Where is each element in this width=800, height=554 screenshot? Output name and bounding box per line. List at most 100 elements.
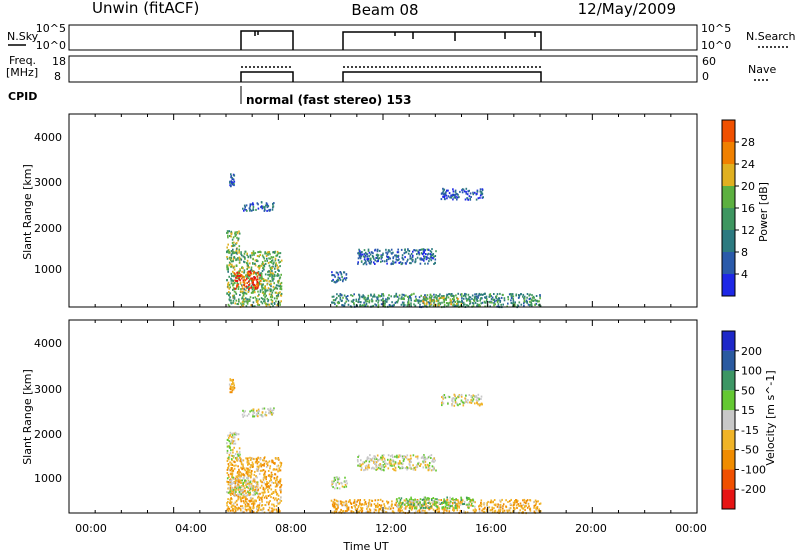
data-cell — [266, 464, 269, 467]
data-cell — [490, 298, 493, 301]
data-cell — [478, 403, 481, 406]
data-cell — [243, 209, 245, 212]
data-cell — [249, 208, 251, 211]
data-cell — [244, 498, 247, 501]
data-cell — [368, 466, 370, 469]
data-cell — [233, 446, 235, 449]
data-cell — [372, 256, 374, 259]
data-cell — [238, 468, 240, 471]
data-cell — [482, 510, 485, 513]
data-cell — [255, 283, 258, 286]
data-cell — [443, 498, 445, 501]
data-cell — [232, 488, 235, 491]
data-cell — [380, 469, 383, 472]
data-cell — [375, 468, 377, 471]
nave-label: Nave — [748, 63, 776, 76]
data-cell — [376, 502, 379, 505]
data-cell — [401, 509, 403, 512]
data-cell — [339, 296, 342, 299]
data-cell — [487, 500, 489, 503]
data-cell — [251, 277, 253, 280]
data-cell — [261, 283, 264, 286]
data-cell — [242, 482, 244, 485]
data-cell — [249, 296, 252, 299]
data-cell — [271, 278, 274, 281]
data-cell — [226, 257, 229, 260]
data-cell — [252, 505, 255, 508]
data-cell — [432, 257, 434, 260]
data-cell — [403, 455, 405, 458]
data-cell — [227, 268, 229, 271]
data-cell — [369, 454, 371, 457]
data-cell — [227, 483, 230, 486]
data-cell — [464, 292, 466, 295]
data-cell — [247, 491, 249, 494]
data-cell — [233, 455, 235, 457]
data-cell — [428, 500, 431, 503]
data-cell — [418, 509, 421, 512]
data-cell — [333, 478, 336, 481]
data-cell — [229, 488, 231, 490]
data-cell — [338, 277, 341, 280]
data-cell — [227, 284, 229, 287]
data-cell — [234, 235, 237, 238]
data-cell — [417, 462, 419, 465]
data-cell — [251, 466, 254, 468]
data-cell — [399, 460, 401, 463]
data-cell — [247, 477, 249, 480]
data-cell — [413, 467, 416, 469]
data-cell — [275, 286, 277, 289]
data-cell — [423, 496, 426, 499]
data-cell — [229, 498, 231, 501]
data-cell — [366, 458, 368, 461]
data-cell — [376, 504, 378, 507]
data-cell — [427, 502, 429, 504]
data-cell — [493, 301, 495, 304]
data-cell — [231, 379, 233, 382]
data-cell — [249, 466, 252, 469]
data-cell — [250, 502, 253, 505]
data-cell — [497, 298, 499, 301]
data-cell — [229, 235, 231, 237]
data-cell — [243, 278, 246, 281]
data-cell — [253, 252, 255, 255]
data-cell — [352, 301, 354, 303]
data-cell — [349, 501, 352, 504]
data-cell — [398, 502, 400, 505]
data-cell — [419, 248, 422, 251]
data-cell — [239, 258, 241, 261]
data-cell — [512, 510, 514, 513]
data-cell — [229, 492, 231, 495]
data-cell — [260, 508, 262, 511]
data-cell — [259, 276, 261, 279]
data-cell — [375, 464, 377, 467]
data-cell — [242, 491, 244, 494]
data-cell — [414, 468, 417, 471]
data-cell — [539, 294, 541, 296]
data-cell — [429, 253, 432, 256]
data-cell — [394, 461, 397, 464]
data-cell — [479, 196, 481, 199]
data-cell — [248, 288, 250, 291]
data-cell — [234, 461, 236, 464]
colorbar-tick-label: -200 — [741, 483, 766, 496]
data-cell — [539, 502, 542, 505]
data-cell — [363, 249, 366, 252]
data-cell — [229, 292, 231, 295]
data-cell — [257, 509, 259, 512]
data-cell — [276, 476, 278, 479]
data-cell — [499, 292, 501, 295]
data-cell — [361, 295, 363, 298]
data-cell — [267, 482, 270, 485]
data-cell — [473, 297, 476, 300]
data-cell — [456, 304, 458, 307]
data-cell — [232, 257, 235, 260]
data-cell — [531, 294, 533, 297]
data-cell — [333, 505, 335, 508]
data-cell — [273, 202, 275, 205]
data-cell — [243, 468, 246, 471]
data-cell — [450, 194, 452, 197]
data-cell — [250, 459, 252, 461]
nsearch-label: N.Search — [746, 30, 796, 43]
data-cell — [234, 291, 237, 294]
